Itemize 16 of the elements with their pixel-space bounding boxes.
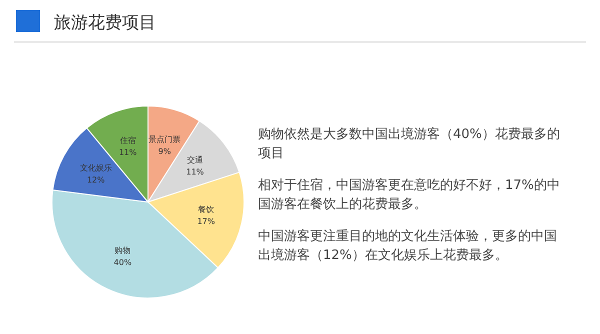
text: 购物依然是大多数中国出境游客（40%）花费最多的项目 bbox=[258, 126, 560, 161]
data-label: 40% bbox=[114, 258, 132, 267]
slice-label: 景点门票 bbox=[148, 134, 181, 144]
slice-label: 交通 bbox=[187, 156, 204, 165]
text: 相对于住宿，中国游客更在意吃的好不好，17%的中国游客在餐饮上的花费最多。 bbox=[258, 177, 560, 212]
slice-label: 住宿 bbox=[120, 136, 136, 145]
data-label: 11% bbox=[186, 168, 204, 177]
slice-label: 文化娱乐 bbox=[80, 163, 112, 172]
data-label: 11% bbox=[118, 148, 138, 157]
data-label: 12% bbox=[86, 175, 106, 184]
slice-label: 餐饮 bbox=[198, 204, 214, 214]
data-label: 17% bbox=[197, 216, 216, 226]
slice-label: 购物 bbox=[114, 246, 131, 255]
chart-title: 旅游花费项目 bbox=[54, 13, 156, 33]
text: 中国游客更注重目的地的文化生活体验，更多的中国出境游客（12%）在文化娱乐上花费最多。 bbox=[258, 228, 557, 263]
data-label: 9% bbox=[158, 146, 172, 156]
